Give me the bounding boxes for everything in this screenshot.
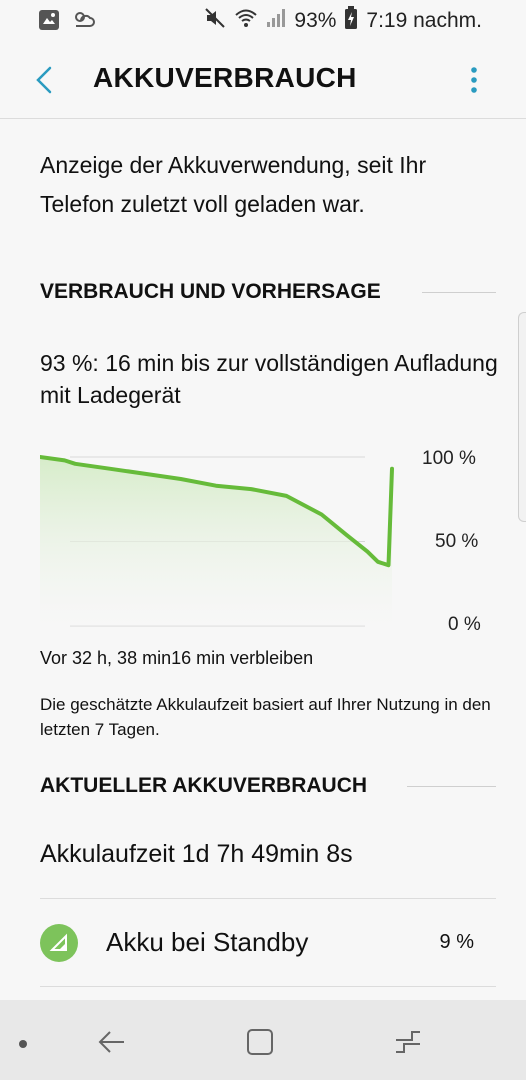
estimate-note: Die geschätzte Akkulaufzeit basiert auf … bbox=[40, 695, 491, 739]
edge-panel-handle[interactable] bbox=[518, 312, 526, 522]
battery-chart-svg bbox=[38, 455, 394, 627]
list-divider bbox=[40, 898, 496, 899]
more-vert-icon bbox=[471, 67, 477, 93]
usage-item-value: 9 % bbox=[439, 931, 474, 953]
signal-icon bbox=[266, 7, 286, 35]
section-divider bbox=[422, 292, 496, 293]
mute-icon bbox=[204, 7, 226, 35]
standby-signal-icon bbox=[40, 924, 78, 962]
nav-back-button[interactable] bbox=[96, 1028, 128, 1061]
nav-recents-button[interactable] bbox=[392, 1028, 424, 1061]
battery-runtime: Akkulaufzeit 1d 7h 49min 8s bbox=[40, 840, 353, 868]
nav-recents-icon bbox=[396, 1031, 420, 1053]
section-header-forecast: VERBRAUCH UND VORHERSAGE bbox=[40, 280, 381, 303]
nav-home-icon bbox=[247, 1029, 273, 1055]
nav-back-icon bbox=[98, 1031, 124, 1053]
status-bar-notifications bbox=[38, 9, 98, 37]
y-tick-50: 50 % bbox=[435, 531, 479, 552]
chart-x-labels: Vor 32 h, 38 min16 min verbleiben bbox=[40, 648, 313, 669]
status-bar: 93% 7:19 nachm. bbox=[0, 0, 526, 40]
battery-percent: 93% bbox=[294, 9, 337, 32]
app-bar: AKKUVERBRAUCH bbox=[0, 40, 526, 118]
section-divider bbox=[407, 786, 496, 787]
more-options-button[interactable] bbox=[464, 64, 484, 98]
navigation-bar bbox=[0, 1000, 526, 1080]
section-header-current: AKTUELLER AKKUVERBRAUCH bbox=[40, 774, 368, 797]
weather-notification-icon bbox=[72, 9, 98, 37]
app-bar-divider bbox=[0, 118, 526, 119]
chart-start-label: Vor 32 h, 38 min bbox=[40, 648, 172, 668]
back-arrow-icon bbox=[36, 66, 52, 94]
clock: 7:19 nachm. bbox=[366, 9, 482, 32]
wifi-icon bbox=[234, 7, 258, 35]
chart-area bbox=[40, 457, 392, 626]
battery-charging-icon bbox=[344, 6, 358, 36]
usage-item-standby[interactable]: Akku bei Standby 9 % bbox=[0, 900, 526, 986]
charging-prediction: 93 %: 16 min bis zur vollständigen Aufla… bbox=[40, 350, 498, 408]
chart-end-label: 16 min verbleiben bbox=[171, 648, 314, 668]
nav-dot-icon[interactable] bbox=[18, 1036, 28, 1054]
y-tick-100: 100 % bbox=[422, 448, 476, 469]
usage-item-label: Akku bei Standby bbox=[106, 927, 309, 957]
list-divider bbox=[40, 986, 496, 987]
chart-line bbox=[38, 455, 394, 568]
status-bar-system: 93% 7:19 nachm. bbox=[204, 6, 482, 36]
page-title: AKKUVERBRAUCH bbox=[93, 62, 357, 93]
back-button[interactable] bbox=[28, 60, 64, 100]
intro-text: Anzeige der Akkuverwendung, seit Ihr Tel… bbox=[40, 152, 427, 217]
gallery-notification-icon bbox=[38, 9, 60, 37]
nav-home-button[interactable] bbox=[245, 1027, 275, 1062]
battery-chart: 100 % 50 % 0 % bbox=[38, 440, 500, 640]
y-tick-0: 0 % bbox=[448, 614, 481, 635]
